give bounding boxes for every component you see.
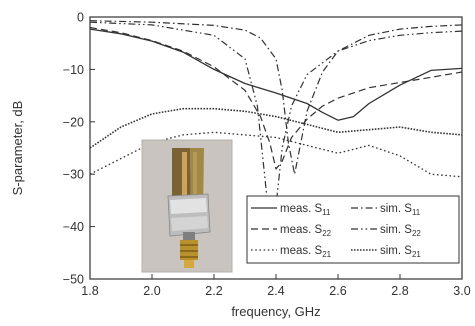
legend-label-sim-s21: sim. S21 [380, 245, 421, 259]
series-line-meas-s21 [90, 131, 462, 178]
x-tick-label: 1.8 [81, 284, 98, 298]
x-axis: 1.8 2.0 2.2 2.4 2.6 2.8 3.0 [81, 274, 471, 298]
x-axis-label: frequency, GHz [231, 304, 320, 319]
series-line-meas-s11 [90, 28, 462, 121]
x-tick-label: 2.8 [391, 284, 408, 298]
y-tick-label: −50 [63, 273, 84, 287]
y-tick-label: −20 [63, 115, 84, 129]
legend-label-meas-s21: meas. S21 [280, 245, 332, 259]
legend-label-meas-s11: meas. S11 [280, 203, 331, 217]
series-line-sim-s22 [90, 21, 462, 249]
x-tick-label: 2.0 [143, 284, 160, 298]
series-layer [90, 20, 462, 249]
legend-box [246, 195, 460, 264]
x-tick-label: 3.0 [453, 284, 470, 298]
y-axis: 0 −10 −20 −30 −40 −50 [63, 11, 95, 287]
legend: meas. S11 sim. S11 meas. S22 sim. S22 meas. … [246, 195, 460, 264]
y-tick-label: −40 [63, 220, 84, 234]
y-tick-label: −10 [63, 63, 84, 77]
series-line-meas-s22 [90, 26, 462, 170]
series-line-sim-s21 [90, 107, 462, 149]
x-tick-label: 2.6 [329, 284, 346, 298]
legend-label-sim-s22: sim. S22 [380, 224, 421, 238]
x-tick-label: 2.4 [267, 284, 284, 298]
legend-label-sim-s11: sim. S11 [380, 203, 421, 217]
y-tick-label: −30 [63, 168, 84, 182]
y-axis-label: S-parameter, dB [10, 101, 25, 196]
x-tick-label: 2.2 [205, 284, 222, 298]
antenna-photo-inset [141, 139, 233, 273]
legend-label-meas-s22: meas. S22 [280, 224, 332, 238]
y-tick-label: 0 [77, 11, 84, 25]
